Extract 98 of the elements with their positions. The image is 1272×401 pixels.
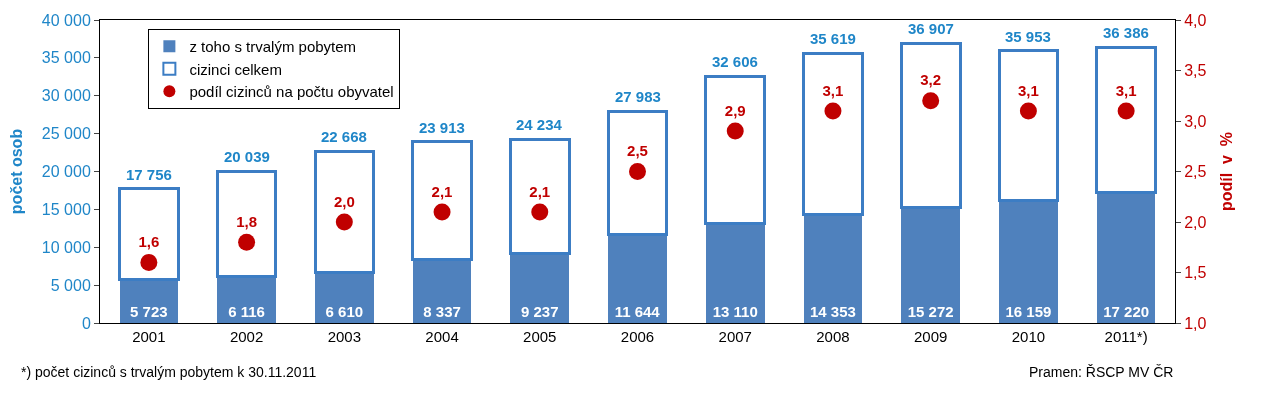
bar xyxy=(118,187,180,282)
x-tick-label: 2006 xyxy=(620,328,655,345)
bar xyxy=(1095,45,1157,195)
data-label: 1,6 xyxy=(138,233,160,251)
bar xyxy=(802,51,864,216)
y2-tick-label: 4,0 xyxy=(1184,11,1207,29)
y2-tick-label: 3,0 xyxy=(1184,112,1207,130)
legend-label: podíl cizinců na počtu obyvatel xyxy=(189,83,394,101)
data-label: 3,2 xyxy=(920,71,942,89)
bar xyxy=(901,207,960,323)
point xyxy=(238,233,256,251)
bar xyxy=(411,140,473,262)
data-label: 14 353 xyxy=(810,303,856,320)
total-label: 17 756 xyxy=(126,166,172,183)
y-tick-label: 0 xyxy=(81,314,91,332)
data-label: 8 337 xyxy=(423,303,461,320)
total-label: 36 386 xyxy=(1103,24,1149,41)
point xyxy=(140,253,158,271)
x-tick-label: 2007 xyxy=(718,328,752,345)
bar xyxy=(508,137,571,255)
bar xyxy=(803,214,863,323)
point xyxy=(433,203,451,221)
data-label: 3,1 xyxy=(1115,81,1137,99)
y-axis-title: počet osob xyxy=(7,128,25,215)
y2-tick-label: 1,5 xyxy=(1184,264,1207,282)
total-label: 35 619 xyxy=(810,30,856,47)
point xyxy=(1117,102,1135,120)
data-label: 17 220 xyxy=(1103,303,1150,320)
data-label: 3,1 xyxy=(822,81,844,99)
total-label: 20 039 xyxy=(224,148,270,165)
x-tick-label: 2004 xyxy=(425,328,459,345)
y-tick-label: 10 000 xyxy=(41,238,91,256)
legend-label: z toho s trvalým pobytem xyxy=(189,38,357,56)
total-label: 32 606 xyxy=(712,53,758,70)
data-label: 2,9 xyxy=(724,101,746,119)
data-label: 6 116 xyxy=(228,303,265,320)
x-tick-label: 2005 xyxy=(523,328,557,345)
total-label: 27 983 xyxy=(615,88,661,105)
bar xyxy=(704,74,767,226)
point xyxy=(824,102,842,120)
bar xyxy=(313,149,376,275)
data-label: 16 159 xyxy=(1005,303,1052,320)
point xyxy=(726,122,744,140)
y-tick-label: 30 000 xyxy=(41,87,91,105)
total-label: 22 668 xyxy=(321,128,367,145)
y2-tick-label: 3,5 xyxy=(1184,62,1207,80)
y2-tick-label: 2,0 xyxy=(1184,213,1207,231)
bar xyxy=(215,169,278,279)
legend-label: cizinci celkem xyxy=(189,60,282,78)
bar xyxy=(412,259,472,323)
total-label: 24 234 xyxy=(516,116,563,133)
bar xyxy=(1096,192,1156,323)
total-label: 23 913 xyxy=(419,119,465,136)
point xyxy=(1019,102,1037,120)
x-tick-label: 2008 xyxy=(816,328,850,345)
bar xyxy=(705,223,765,323)
x-tick-label: 2003 xyxy=(327,328,362,345)
x-tick-label: 2009 xyxy=(913,328,948,345)
x-tick-label: 2011*) xyxy=(1104,328,1148,345)
y-tick-label: 5 000 xyxy=(50,276,91,294)
y-tick-label: 15 000 xyxy=(41,200,91,218)
y2-tick-label: 2,5 xyxy=(1184,163,1207,181)
x-tick-label: 2001 xyxy=(132,328,166,345)
data-label: 2,0 xyxy=(333,192,355,210)
data-label: 1,8 xyxy=(236,212,258,230)
text: Pramen: ŘSCP MV ČR xyxy=(1029,364,1174,380)
data-label: 9 237 xyxy=(521,303,559,320)
point xyxy=(335,213,353,231)
data-label: 2,1 xyxy=(431,182,453,200)
total-label: 35 953 xyxy=(1005,28,1051,45)
x-tick-label: 2002 xyxy=(229,328,264,345)
point xyxy=(531,203,549,221)
data-label: 2,1 xyxy=(529,182,551,200)
data-label: 3,1 xyxy=(1017,81,1039,99)
point xyxy=(629,163,646,180)
bar xyxy=(999,200,1058,323)
y-tick-label: 35 000 xyxy=(41,49,91,67)
data-label: 5 723 xyxy=(130,303,168,320)
point xyxy=(922,92,940,110)
bar xyxy=(510,253,570,323)
data-label: 2,5 xyxy=(627,142,648,160)
text: *) počet cizinců s trvalým pobytem k 30.11.2011 xyxy=(21,364,317,380)
y2-axis-title: podíl v % xyxy=(1218,131,1236,212)
y-tick-label: 20 000 xyxy=(41,163,91,181)
y2-tick-label: 1,0 xyxy=(1184,314,1207,332)
y-tick-label: 40 000 xyxy=(41,11,91,29)
data-label: 6 610 xyxy=(325,303,364,320)
y-tick-label: 25 000 xyxy=(41,125,91,143)
bar xyxy=(899,41,962,209)
data-label: 13 110 xyxy=(712,303,758,320)
data-label: 11 644 xyxy=(614,303,661,320)
x-tick-label: 2010 xyxy=(1011,328,1046,345)
total-label: 36 907 xyxy=(908,20,954,37)
bar xyxy=(608,234,667,323)
bar xyxy=(606,109,669,237)
bar xyxy=(997,49,1060,203)
bar xyxy=(315,272,374,323)
data-label: 15 272 xyxy=(907,303,954,320)
